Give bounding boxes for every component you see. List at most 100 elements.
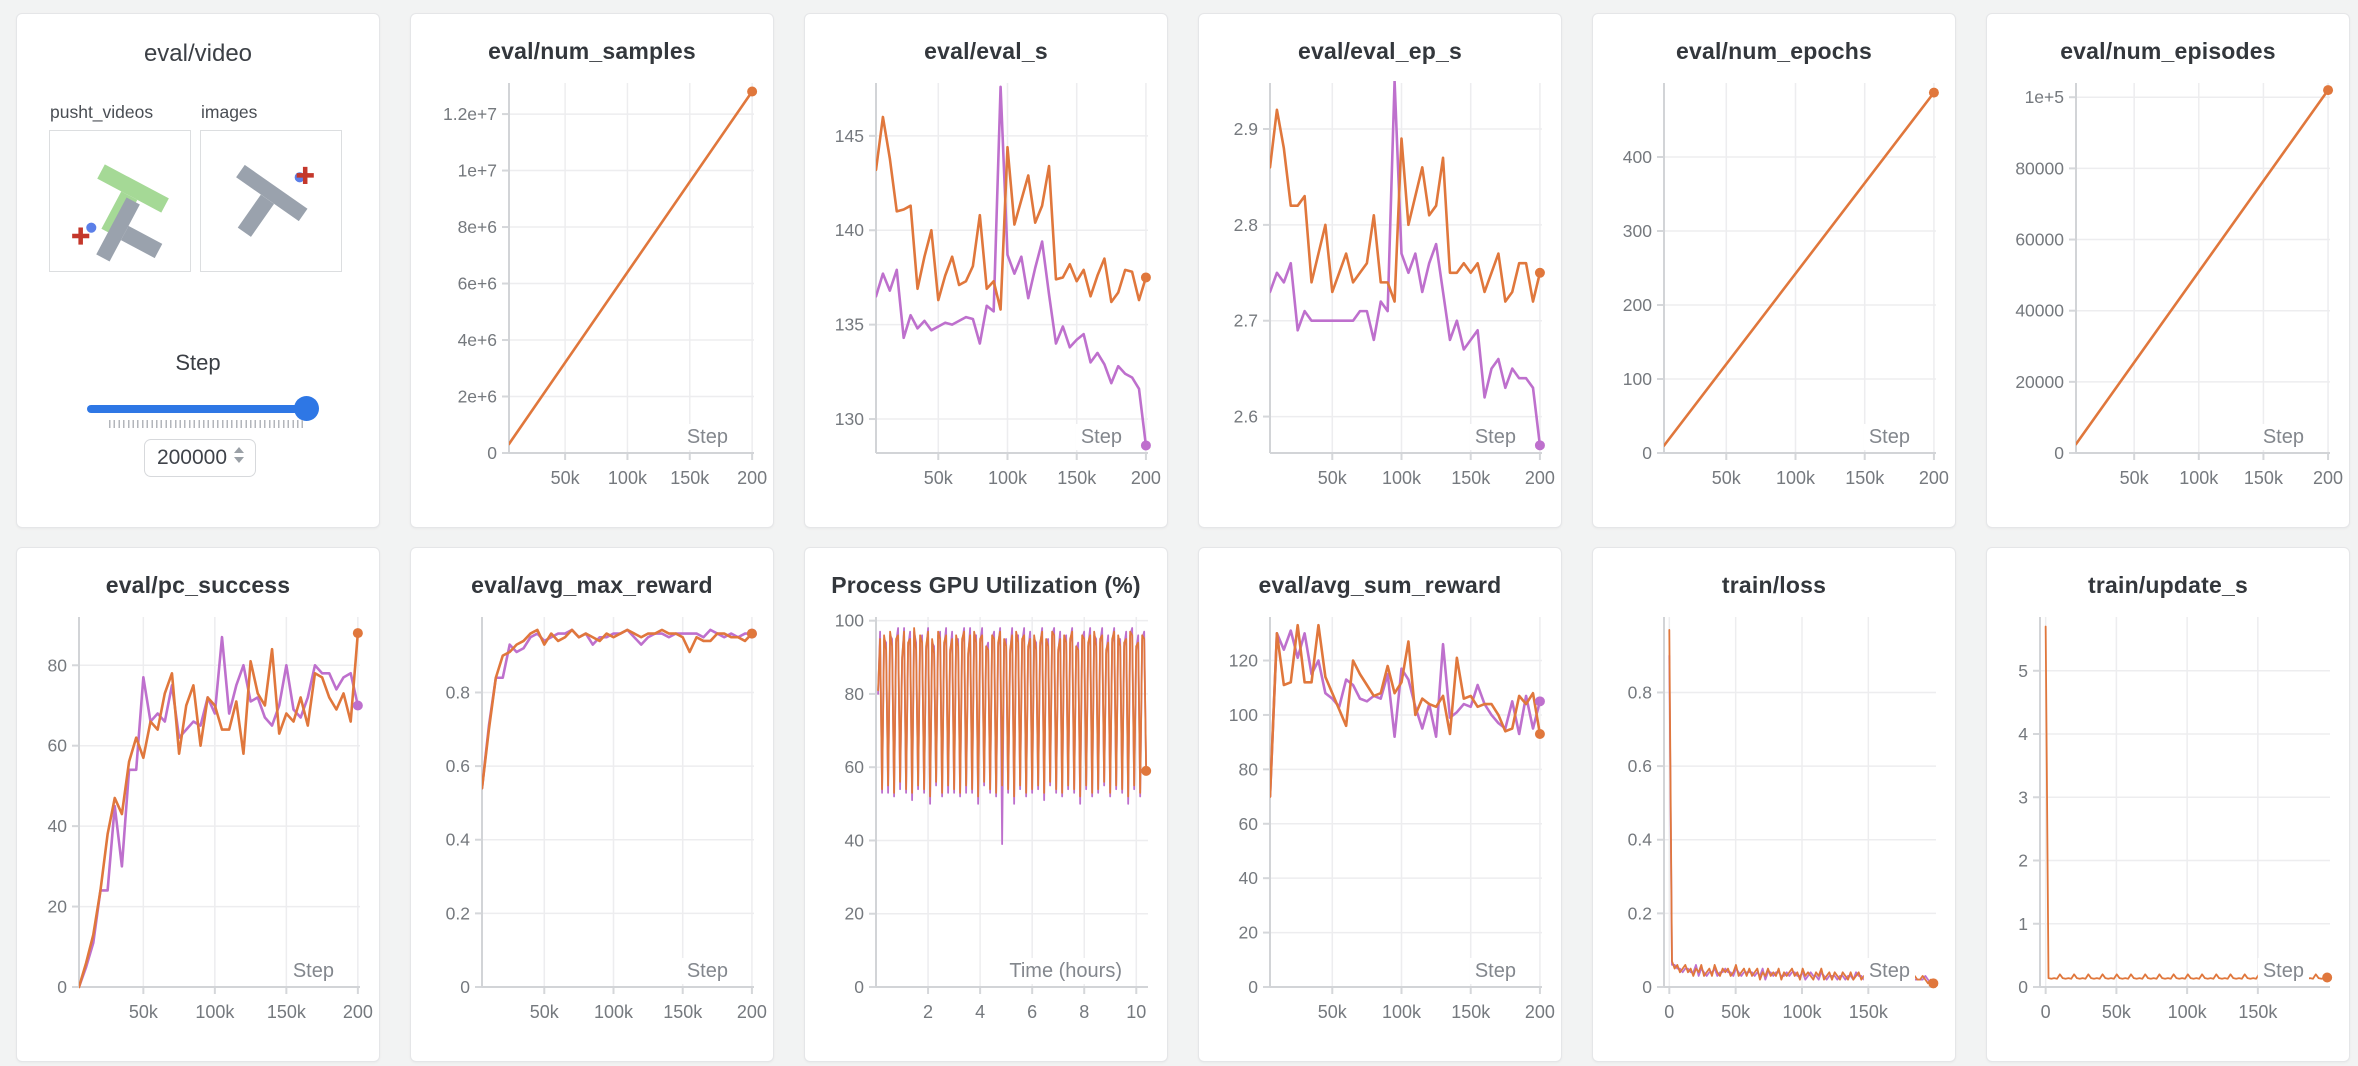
chart-canvas[interactable]: 2.6 2.7 2.8 2.9 50k 100k 150k 200 Step [1210,71,1555,501]
chart-title: eval/num_samples [488,38,696,64]
chart-title: eval/eval_ep_s [1298,38,1462,64]
svg-text:0: 0 [487,443,497,463]
chart-canvas[interactable]: 0 0.2 0.4 0.6 0.8 50k 100k 150k 200 Step [422,605,767,1035]
svg-text:150k: 150k [1451,468,1491,488]
svg-text:0.2: 0.2 [446,903,470,923]
svg-text:2.7: 2.7 [1234,311,1258,331]
svg-text:20: 20 [845,904,865,924]
chart-canvas[interactable]: 0 20 40 60 80 50k 100k 150k 200 Step [28,605,373,1035]
panel-eval-num-epochs: eval/num_epochs 0 100 200 300 400 50k 100k 150k… [1592,13,1956,528]
chart-canvas[interactable]: 0 20000 40000 60000 80000 1e+5 50k 100k 150k 200 S… [1998,71,2343,501]
svg-text:0: 0 [1248,977,1258,997]
svg-text:40000: 40000 [2015,301,2064,321]
svg-text:2.9: 2.9 [1234,119,1258,139]
svg-text:20: 20 [48,897,68,917]
chart-canvas[interactable]: 0 1 2 3 4 5 0 50k 100k 150k Step [1998,605,2338,1035]
svg-text:8e+6: 8e+6 [458,217,497,237]
svg-text:0: 0 [1642,977,1652,997]
svg-text:Step: Step [293,960,334,982]
svg-text:0: 0 [460,977,470,997]
panel-eval-avg-max-reward: eval/avg_max_reward 0 0.2 0.4 0.6 0.8 50k 100k… [410,547,774,1062]
svg-text:135: 135 [835,315,864,335]
pusht-video-thumbnail[interactable] [49,130,191,272]
step-value[interactable]: 200000 [156,446,228,469]
chart-title: eval/avg_max_reward [471,572,713,598]
svg-text:100: 100 [1623,369,1652,389]
svg-text:60: 60 [1239,814,1259,834]
svg-text:0.6: 0.6 [446,756,470,776]
svg-text:50k: 50k [2120,468,2150,488]
svg-text:100k: 100k [608,468,648,488]
svg-text:100k: 100k [1776,468,1816,488]
spinner-down-icon[interactable] [234,457,244,463]
svg-text:5: 5 [2018,661,2028,681]
svg-text:60000: 60000 [2015,230,2064,250]
images-image [236,164,314,237]
svg-text:0.8: 0.8 [446,682,470,702]
svg-text:150k: 150k [2244,468,2284,488]
svg-text:50k: 50k [551,468,581,488]
step-slider-thumb[interactable] [294,396,319,421]
svg-text:0.2: 0.2 [1628,903,1652,923]
svg-text:100: 100 [1229,705,1258,725]
svg-text:Step: Step [1475,426,1516,448]
chart-title: eval/eval_s [924,38,1048,64]
panel-gpu-utilization: Process GPU Utilization (%) 0 20 40 60 80 100… [804,547,1168,1062]
panel-eval-eval-s: eval/eval_s 130 135 140 145 50k 100k 150k 200 St… [804,13,1168,528]
chart-title: eval/avg_sum_reward [1258,572,1502,598]
svg-text:0: 0 [2054,443,2064,463]
svg-text:50k: 50k [1712,468,1742,488]
svg-text:100k: 100k [1782,1002,1822,1022]
step-value-input[interactable]: 200000 [144,439,256,477]
chart-title: eval/pc_success [105,572,291,598]
svg-text:0: 0 [1664,1002,1674,1022]
svg-text:100k: 100k [1382,1002,1422,1022]
step-slider-label: Step [175,350,221,375]
svg-text:50k: 50k [1721,1002,1751,1022]
svg-text:0.4: 0.4 [1628,830,1653,850]
step-slider[interactable] [87,405,309,413]
panel-eval-video: eval/video pusht_videos images [16,13,380,528]
chart-canvas[interactable]: 130 135 140 145 50k 100k 150k 200 Step [816,71,1161,501]
images-label: images [201,102,258,122]
svg-text:50k: 50k [129,1002,159,1022]
svg-text:1.2e+7: 1.2e+7 [443,104,497,124]
chart-canvas[interactable]: 0 0.2 0.4 0.6 0.8 0 50k 100k 150k Step [1604,605,1944,1035]
video-panel-title: eval/video [143,40,253,67]
svg-text:80: 80 [48,655,68,675]
svg-text:100k: 100k [195,1002,235,1022]
svg-text:80000: 80000 [2015,158,2064,178]
svg-text:8: 8 [1079,1002,1089,1022]
svg-text:Step: Step [1081,426,1122,448]
svg-text:1e+7: 1e+7 [458,161,497,181]
chart-canvas[interactable]: 0 100 200 300 400 50k 100k 150k 200 Step [1604,71,1949,501]
svg-text:50k: 50k [530,1002,560,1022]
chart-canvas[interactable]: 0 2e+6 4e+6 6e+6 8e+6 1e+7 1.2e+7 50k 100k 150k 20… [422,71,767,501]
step-spinner[interactable] [234,447,246,469]
svg-text:40: 40 [1239,868,1259,888]
spinner-up-icon[interactable] [234,447,244,453]
svg-text:0: 0 [57,977,67,997]
svg-text:50k: 50k [1318,468,1348,488]
panel-train-loss: train/loss 0 0.2 0.4 0.6 0.8 0 50k 100k 150k Step [1592,547,1956,1062]
svg-text:2e+6: 2e+6 [458,387,497,407]
svg-text:1: 1 [2018,914,2028,934]
svg-text:4: 4 [975,1002,985,1022]
svg-text:100k: 100k [988,468,1028,488]
svg-text:2.6: 2.6 [1234,407,1258,427]
svg-text:150k: 150k [2238,1002,2278,1022]
panel-eval-pc-success: eval/pc_success 0 20 40 60 80 50k 100k 150k 200 S… [16,547,380,1062]
chart-title: Process GPU Utilization (%) [831,572,1141,598]
svg-text:100k: 100k [2179,468,2219,488]
panel-train-update-s: train/update_s 0 1 2 3 4 5 0 50k 100k 150k Step [1986,547,2350,1062]
svg-text:145: 145 [835,126,864,146]
goal-cross-icon [72,227,90,245]
chart-title: train/loss [1721,572,1827,598]
chart-canvas[interactable]: 0 20 40 60 80 100 120 50k 100k 150k 200 Step [1210,605,1555,1035]
images-thumbnail[interactable] [200,130,342,272]
svg-text:Step: Step [1869,426,1910,448]
svg-text:80: 80 [1239,759,1259,779]
panel-eval-num-samples: eval/num_samples 0 2e+6 4e+6 6e+6 8e+6 1e+7 1.… [410,13,774,528]
svg-text:150k: 150k [670,468,710,488]
